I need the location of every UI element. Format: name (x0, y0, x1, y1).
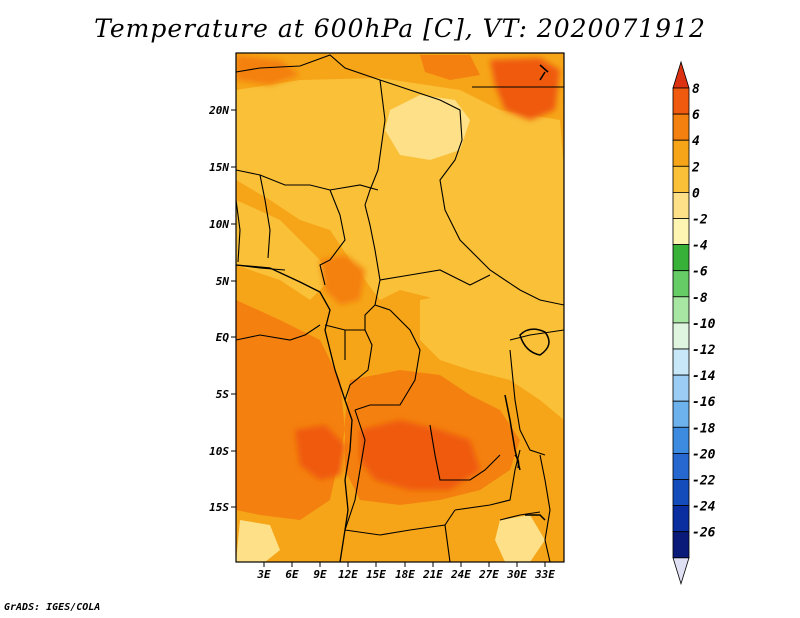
colorbar-label: 0 (692, 186, 700, 201)
lat-label: 15S (209, 501, 229, 514)
lon-label: 27E (478, 568, 499, 581)
lon-label: 18E (395, 568, 415, 581)
lon-label: 30E (506, 568, 527, 581)
chart-title: Temperature at 600hPa [C], VT: 202007191… (94, 14, 706, 43)
colorbar-swatch (672, 296, 690, 324)
colorbar-label: 2 (691, 160, 700, 175)
lat-label: 5N (216, 275, 230, 288)
colorbar-label: -20 (692, 447, 716, 462)
colorbar-swatch (672, 191, 690, 219)
colorbar-swatch (672, 113, 690, 141)
colorbar-swatch (672, 374, 690, 402)
lon-label: 24E (450, 568, 471, 581)
lon-label: 3E (256, 568, 271, 581)
colorbar-swatch (672, 244, 690, 272)
colorbar-swatch (672, 452, 690, 480)
lon-label: 9E (313, 568, 327, 581)
colorbar-swatch (672, 87, 690, 115)
lon-label: 6E (285, 568, 299, 581)
lon-label: 15E (366, 568, 386, 581)
colorbar-label: 6 (692, 108, 700, 123)
lat-label: 15N (209, 161, 229, 174)
lat-label: 5S (216, 388, 230, 401)
colorbar-swatch (672, 426, 690, 454)
lat-label: 10S (209, 445, 229, 458)
colorbar-label: 8 (692, 82, 700, 97)
colorbar-label: -10 (692, 317, 716, 332)
grads-credit: GrADS: IGES/COLA (4, 602, 101, 613)
colorbar-swatch (672, 505, 690, 533)
longitude-axis: 3E 6E 9E 12E 15E 18E 21E 24E 27E 30E 33E (256, 562, 555, 581)
colorbar-label: -6 (692, 265, 708, 280)
colorbar-label: -14 (692, 369, 716, 384)
lon-label: 12E (338, 568, 358, 581)
lon-label: 21E (422, 568, 443, 581)
colorbar-label: -26 (692, 526, 716, 541)
colorbar-swatch (672, 479, 690, 507)
colorbar-swatch (672, 400, 690, 428)
latitude-axis: 20N 15N 10N 5N EQ 5S 10S 15S (208, 104, 236, 514)
colorbar-label: -8 (692, 291, 708, 306)
colorbar-swatch (672, 531, 690, 559)
colorbar-swatch (672, 270, 690, 298)
colorbar-swatch (672, 218, 690, 246)
colorbar-label: -18 (692, 421, 716, 436)
colorbar-top-arrow (672, 60, 690, 89)
colorbar-label: -22 (692, 474, 716, 489)
map-frame (235, 52, 565, 563)
colorbar-swatch (672, 348, 690, 376)
colorbar-bottom-arrow (672, 557, 690, 586)
colorbar-label: -16 (692, 395, 716, 410)
colorbar-label: -2 (692, 213, 708, 228)
colorbar-label: -24 (692, 500, 716, 515)
colorbar-label: -12 (692, 343, 716, 358)
colorbar-label: 4 (692, 134, 700, 149)
colorbar: 8 6 4 2 0 -2 -4 -6 -8 -10 -12 -14 -16 -18 -20 -22 -24 -26 (672, 60, 716, 586)
lat-label: EQ (216, 331, 230, 344)
colorbar-swatch (672, 322, 690, 350)
temperature-field (236, 53, 564, 562)
lat-label: 20N (208, 104, 229, 117)
colorbar-label: -4 (692, 239, 708, 254)
colorbar-swatch (672, 139, 690, 167)
lat-label: 10N (209, 218, 229, 231)
colorbar-swatch (672, 165, 690, 193)
lon-label: 33E (534, 568, 555, 581)
